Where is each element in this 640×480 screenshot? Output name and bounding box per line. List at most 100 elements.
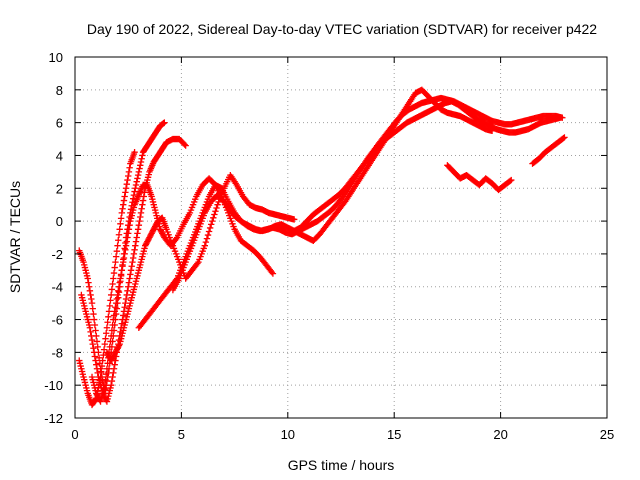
y-tick-label: -4 (51, 280, 63, 295)
data-point (120, 254, 128, 262)
data-point (103, 324, 111, 331)
data-point (131, 148, 138, 156)
data-point (85, 283, 93, 290)
data-point (201, 242, 209, 249)
data-point (181, 141, 188, 148)
data-point (125, 283, 132, 290)
data-point (113, 247, 121, 255)
data-point (122, 295, 130, 303)
data-point (126, 164, 133, 171)
data-point (107, 291, 115, 299)
y-tick-label: -10 (44, 378, 63, 393)
data-point (104, 360, 111, 367)
data-point (111, 361, 118, 368)
data-point (161, 119, 168, 126)
data-point (207, 221, 215, 228)
data-point (109, 280, 116, 288)
data-point (290, 216, 298, 223)
data-point (138, 205, 145, 212)
y-tick-label: 6 (56, 116, 63, 131)
data-point (131, 188, 138, 195)
data-point (269, 270, 277, 277)
y-tick-label: 4 (56, 148, 63, 163)
data-point (84, 275, 91, 282)
data-point (131, 246, 138, 254)
x-tick-label: 0 (71, 427, 78, 442)
y-axis-label: SDTVAR / TECUs (7, 181, 23, 293)
data-point (107, 381, 115, 389)
y-tick-label: -12 (44, 411, 63, 426)
data-point (110, 365, 118, 372)
data-point (117, 271, 125, 278)
data-point (120, 201, 127, 208)
data-point (125, 168, 133, 176)
data-point (112, 299, 120, 307)
data-point (110, 269, 118, 277)
y-tick-label: 2 (56, 181, 63, 196)
data-point (107, 332, 115, 340)
data-point (94, 343, 101, 351)
data-point (134, 230, 141, 237)
data-point (124, 234, 131, 241)
data-point (206, 224, 214, 232)
data-point (268, 269, 276, 276)
data-point (124, 287, 131, 295)
data-point (93, 361, 100, 368)
data-point (132, 185, 139, 192)
data-point (488, 127, 496, 135)
data-point (506, 177, 514, 185)
data-point (102, 335, 109, 342)
plot-frame (74, 56, 608, 419)
data-point (98, 368, 105, 375)
data-point (90, 316, 98, 323)
data-point (140, 193, 148, 200)
data-point (134, 226, 142, 233)
data-point (130, 250, 138, 258)
data-point (560, 135, 567, 142)
data-point (132, 238, 140, 245)
data-point (122, 185, 130, 192)
data-point (86, 287, 94, 295)
data-point (120, 312, 127, 319)
data-point (132, 181, 140, 189)
data-point (127, 271, 134, 278)
data-point (115, 231, 123, 238)
data-point (120, 258, 127, 266)
data-point (115, 237, 122, 244)
data-point (115, 342, 123, 349)
data-point (129, 254, 137, 262)
data-point (105, 313, 112, 321)
data-point (110, 369, 117, 377)
data-point (87, 328, 94, 336)
data-point (87, 291, 94, 299)
data-point (115, 283, 123, 290)
axis-ticks: 0 5 10 15 20 25 -12 -10 -8 -6 -4 -2 0 2 4 6 8 10 (44, 50, 614, 442)
data-point (126, 221, 133, 229)
data-point (211, 211, 218, 218)
data-point (119, 205, 126, 212)
data-point (101, 381, 108, 389)
data-point (109, 373, 116, 381)
data-point (120, 197, 128, 204)
data-point (108, 286, 116, 293)
data-point (121, 250, 128, 258)
data-point (559, 114, 566, 121)
data-point (129, 258, 136, 266)
data-point (122, 246, 129, 254)
data-point (141, 189, 148, 196)
data-point (90, 349, 98, 356)
y-tick-label: -2 (51, 247, 63, 262)
data-point (128, 263, 135, 270)
data-point (137, 158, 145, 166)
data-point (112, 253, 120, 260)
data-point (194, 260, 201, 267)
data-point (123, 238, 130, 245)
data-point (121, 304, 128, 311)
data-point (136, 165, 143, 172)
data-point (134, 171, 142, 179)
data-point (118, 320, 126, 327)
data-point (107, 297, 114, 304)
data-point (103, 397, 110, 404)
data-point (86, 324, 94, 331)
